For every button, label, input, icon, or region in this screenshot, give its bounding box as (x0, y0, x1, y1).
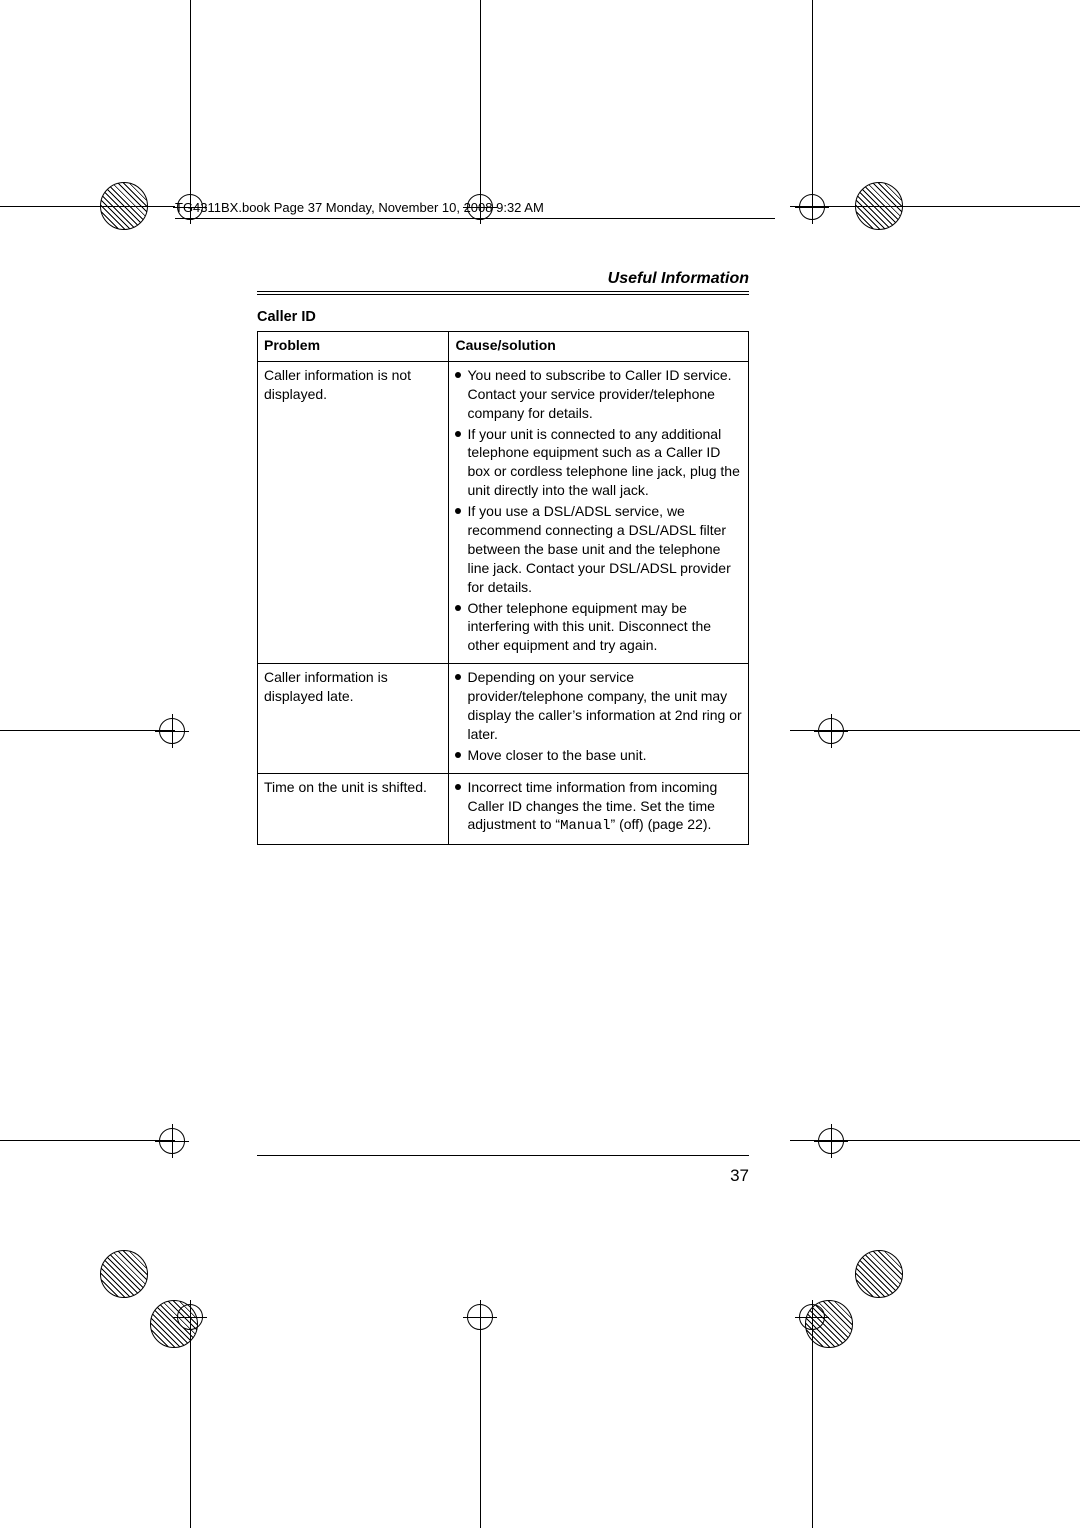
crosshair-icon (463, 1300, 497, 1334)
solution-item: Depending on your service provider/telep… (455, 668, 742, 744)
crop-line (0, 730, 175, 731)
crosshair-icon (814, 714, 848, 748)
crop-line (190, 1330, 191, 1528)
solution-cell: You need to subscribe to Caller ID servi… (449, 361, 749, 663)
crosshair-icon (795, 190, 829, 224)
troubleshoot-table: Problem Cause/solution Caller informatio… (257, 331, 749, 845)
crop-line (0, 206, 175, 207)
crop-line (0, 1140, 175, 1141)
solution-list: Depending on your service provider/telep… (455, 668, 742, 764)
solution-cell: Depending on your service provider/telep… (449, 664, 749, 773)
mono-text: Manual (560, 818, 610, 834)
crosshair-icon (795, 1300, 829, 1334)
page-number: 37 (257, 1166, 749, 1186)
crop-line (790, 206, 1080, 207)
crop-line (190, 0, 191, 190)
running-head: Useful Information (257, 270, 749, 288)
solution-item: Move closer to the base unit. (455, 746, 742, 765)
crop-line (812, 1330, 813, 1528)
solution-list: Incorrect time information from incoming… (455, 778, 742, 837)
problem-cell: Caller information is not displayed. (258, 361, 449, 663)
table-row: Caller information is displayed late.Dep… (258, 664, 749, 773)
registration-hatch (100, 1250, 148, 1298)
head-rule (257, 291, 749, 295)
table-row: Caller information is not displayed.You … (258, 361, 749, 663)
solution-item: Incorrect time information from incoming… (455, 778, 742, 837)
solution-item: You need to subscribe to Caller ID servi… (455, 366, 742, 423)
solution-item: If your unit is connected to any additio… (455, 425, 742, 501)
section-title: Caller ID (257, 309, 749, 325)
col-header-problem: Problem (258, 332, 449, 362)
problem-cell: Caller information is displayed late. (258, 664, 449, 773)
footer-rule (257, 1155, 749, 1156)
crop-line (480, 0, 481, 190)
table-row: Time on the unit is shifted.Incorrect ti… (258, 773, 749, 845)
solution-list: You need to subscribe to Caller ID servi… (455, 366, 742, 655)
crosshair-icon (814, 1124, 848, 1158)
registration-hatch (100, 182, 148, 230)
crosshair-icon (155, 1124, 189, 1158)
registration-hatch (855, 1250, 903, 1298)
book-line-text: TG4311BX.book Page 37 Monday, November 1… (175, 200, 775, 215)
crop-line (480, 1330, 481, 1528)
crop-line (812, 0, 813, 190)
col-header-solution: Cause/solution (449, 332, 749, 362)
solution-item: If you use a DSL/ADSL service, we recomm… (455, 502, 742, 596)
page-content: Useful Information Caller ID Problem Cau… (257, 270, 749, 1186)
book-metadata-line: TG4311BX.book Page 37 Monday, November 1… (175, 200, 775, 219)
crosshair-icon (155, 714, 189, 748)
registration-hatch (855, 182, 903, 230)
crosshair-icon (173, 1300, 207, 1334)
solution-item: Other telephone equipment may be interfe… (455, 599, 742, 656)
problem-cell: Time on the unit is shifted. (258, 773, 449, 845)
solution-cell: Incorrect time information from incoming… (449, 773, 749, 845)
